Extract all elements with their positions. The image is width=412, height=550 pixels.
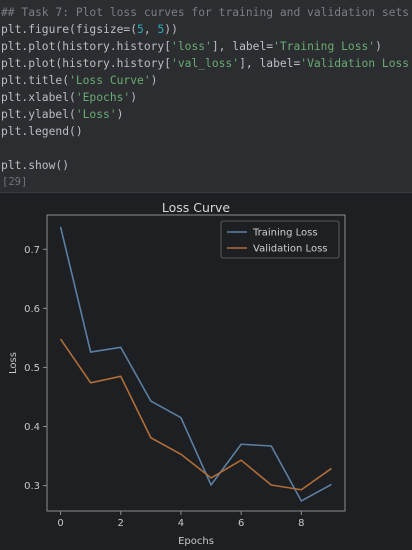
code-token: ) <box>116 108 124 121</box>
series-lines <box>59 226 332 502</box>
code-line[interactable]: plt.ylabel('Loss') <box>1 106 412 123</box>
y-tick-label: 0.7 <box>24 245 40 256</box>
code-token: )) <box>164 23 178 36</box>
string-token: 'Validation Loss' <box>300 57 412 70</box>
string-token: 'Loss' <box>75 108 117 121</box>
code-line[interactable]: ## Task 7: Plot loss curves for training… <box>1 4 412 21</box>
cell-divider <box>0 192 412 193</box>
code-token: plt.legend() <box>1 125 83 138</box>
string-token: 'loss' <box>171 40 212 53</box>
code-line[interactable]: plt.legend() <box>1 123 412 140</box>
code-line[interactable]: plt.plot(history.history['val_loss'], la… <box>1 55 412 72</box>
x-tick-label: 4 <box>178 518 184 529</box>
code-line[interactable]: plt.figure(figsize=(5, 5)) <box>1 21 412 38</box>
code-line[interactable] <box>1 140 412 157</box>
string-token: 'val_loss' <box>171 57 240 70</box>
code-line[interactable]: plt.plot(history.history['loss'], label=… <box>1 38 412 55</box>
execution-count: [29] <box>2 176 28 188</box>
plot-frame <box>46 214 346 512</box>
legend: Training Loss Validation Loss <box>220 220 340 259</box>
x-axis-label: Epochs <box>178 536 214 546</box>
series-line-training-loss <box>59 226 332 502</box>
code-editor[interactable]: ## Task 7: Plot loss curves for training… <box>1 4 412 174</box>
cell-output: Loss Curve Epochs Loss 0 2 4 6 8 0.3 0.4 0.5 0.6… <box>0 193 412 547</box>
code-token: ) <box>150 74 158 87</box>
x-tick-label: 2 <box>118 518 124 529</box>
y-tick-label: 0.6 <box>24 304 40 315</box>
code-token: ], label= <box>239 57 301 70</box>
code-token: ) <box>130 91 138 104</box>
code-cell[interactable]: ## Task 7: Plot loss curves for training… <box>0 0 412 192</box>
code-token: plt.title( <box>1 74 70 87</box>
code-token: plt.show() <box>1 159 70 172</box>
code-token: plt.plot(history.history[ <box>1 40 172 53</box>
code-line[interactable]: plt.xlabel('Epochs') <box>1 89 412 106</box>
series-line-validation-loss <box>59 338 332 491</box>
code-line[interactable]: plt.show() <box>1 157 412 174</box>
code-token: ) <box>375 40 382 53</box>
code-token: , <box>143 23 158 36</box>
legend-label: Training Loss <box>252 228 318 239</box>
y-tick-label: 0.3 <box>24 481 40 492</box>
string-token: 'Training Loss' <box>273 40 376 53</box>
axis-ticks: 0 2 4 6 8 0.3 0.4 0.5 0.6 0.7 <box>24 245 304 529</box>
legend-box <box>220 220 340 259</box>
string-token: 'Epochs' <box>75 91 131 104</box>
x-tick-label: 6 <box>238 518 244 529</box>
x-tick-label: 0 <box>57 518 63 529</box>
chart-title: Loss Curve <box>162 200 231 215</box>
comment-token: ## Task 7: Plot loss curves for training… <box>1 6 410 19</box>
y-tick-label: 0.5 <box>24 363 40 374</box>
loss-curve-chart: Loss Curve Epochs Loss 0 2 4 6 8 0.3 0.4 0.5 0.6… <box>8 200 346 547</box>
x-tick-label: 8 <box>298 518 304 529</box>
number-token: 5 <box>157 23 165 36</box>
code-token: ], label= <box>211 40 274 53</box>
y-axis-label: Loss <box>8 352 19 374</box>
code-token: plt.figure(figsize=( <box>1 23 138 36</box>
code-token: plt.plot(history.history[ <box>1 57 172 70</box>
legend-label: Validation Loss <box>253 244 328 255</box>
code-line[interactable]: plt.title('Loss Curve') <box>1 72 412 89</box>
number-token: 5 <box>137 23 144 36</box>
code-token: plt.xlabel( <box>1 91 76 104</box>
string-token: 'Loss Curve' <box>69 74 151 87</box>
code-token: plt.ylabel( <box>1 108 76 121</box>
y-tick-label: 0.4 <box>24 422 40 433</box>
